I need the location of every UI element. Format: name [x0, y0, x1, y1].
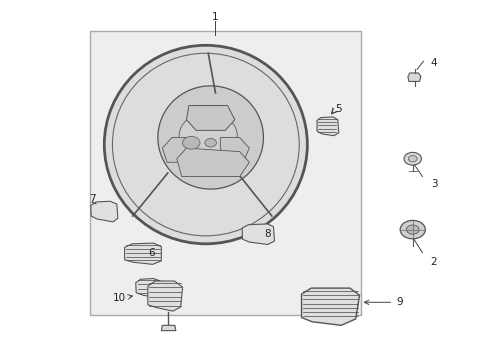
Text: 7: 7: [89, 194, 95, 204]
Ellipse shape: [179, 112, 237, 159]
Polygon shape: [91, 201, 118, 222]
Ellipse shape: [104, 45, 307, 244]
Polygon shape: [124, 243, 161, 264]
Polygon shape: [147, 281, 182, 311]
Text: 8: 8: [264, 229, 270, 239]
Text: 4: 4: [430, 58, 436, 68]
Circle shape: [399, 220, 425, 239]
Polygon shape: [220, 138, 249, 159]
Ellipse shape: [112, 53, 299, 236]
Text: 3: 3: [430, 179, 436, 189]
Circle shape: [403, 152, 421, 165]
Text: 10: 10: [113, 293, 126, 303]
Polygon shape: [136, 279, 161, 298]
Circle shape: [204, 139, 216, 147]
Circle shape: [407, 156, 416, 162]
Circle shape: [406, 225, 418, 234]
Text: 6: 6: [148, 248, 155, 258]
Text: 9: 9: [395, 297, 402, 307]
Text: 2: 2: [430, 257, 436, 266]
Ellipse shape: [158, 86, 263, 189]
Polygon shape: [162, 138, 191, 162]
Polygon shape: [316, 117, 338, 136]
Bar: [90, 31, 360, 315]
Text: 5: 5: [335, 104, 342, 114]
Polygon shape: [161, 325, 176, 330]
Polygon shape: [177, 148, 249, 176]
Polygon shape: [407, 73, 420, 81]
Polygon shape: [242, 224, 274, 244]
Polygon shape: [301, 288, 359, 325]
Text: 1: 1: [212, 12, 218, 22]
Polygon shape: [186, 105, 234, 130]
Circle shape: [182, 136, 200, 149]
